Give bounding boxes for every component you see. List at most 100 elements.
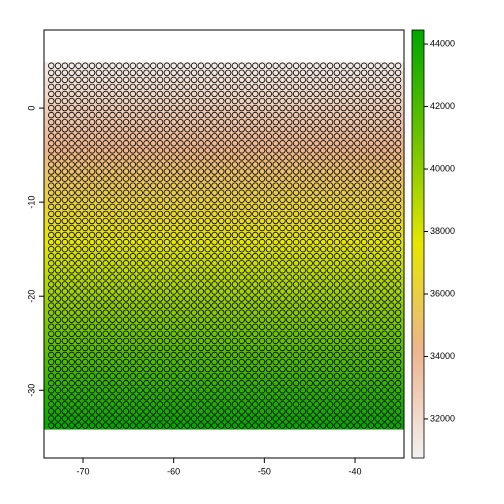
colorbar-strip	[412, 206, 424, 208]
point	[340, 288, 347, 295]
point	[136, 140, 143, 147]
point	[388, 323, 395, 330]
colorbar-strip	[412, 49, 424, 51]
colorbar-strip	[412, 456, 424, 458]
point	[88, 147, 96, 154]
point	[292, 394, 300, 401]
point	[163, 316, 171, 323]
point	[197, 394, 205, 401]
point	[252, 267, 259, 274]
point	[129, 309, 137, 316]
colorbar-strip	[412, 87, 424, 89]
colorbar-strip	[412, 55, 424, 57]
point	[150, 133, 157, 140]
colorbar-strip	[412, 366, 424, 368]
point	[197, 62, 205, 69]
point	[374, 309, 381, 316]
colorbar-strip	[412, 278, 424, 280]
point	[354, 415, 361, 422]
point	[279, 387, 286, 394]
point	[292, 408, 300, 415]
point	[238, 274, 245, 281]
point	[75, 76, 82, 84]
point	[265, 351, 273, 359]
point	[116, 401, 123, 408]
colorbar-strip	[412, 389, 424, 391]
colorbar-strip	[412, 427, 424, 429]
point	[82, 295, 89, 302]
point	[61, 253, 69, 260]
point	[340, 217, 347, 225]
colorbar-strip	[412, 336, 424, 338]
point	[360, 337, 368, 345]
point	[367, 253, 375, 260]
colorbar-strip	[412, 302, 424, 304]
point	[116, 133, 123, 140]
colorbar-strip	[412, 118, 424, 120]
point	[299, 330, 307, 338]
colorbar-strip	[412, 251, 424, 253]
point	[394, 238, 402, 246]
point	[204, 387, 211, 394]
point	[68, 224, 75, 232]
colorbar-strip	[412, 108, 424, 110]
point	[177, 245, 184, 253]
point	[299, 69, 307, 76]
point	[136, 154, 143, 161]
colorbar-strip	[412, 289, 424, 291]
point	[177, 189, 184, 196]
point	[204, 182, 211, 189]
colorbar-strip	[412, 365, 424, 367]
point	[272, 274, 279, 281]
point	[95, 231, 103, 239]
point	[129, 210, 137, 218]
point	[258, 365, 266, 373]
point	[190, 245, 198, 253]
colorbar-strip	[412, 103, 424, 105]
colorbar-strip	[412, 203, 424, 205]
point	[313, 365, 320, 373]
colorbar-strip	[412, 78, 424, 80]
colorbar-strip	[412, 159, 424, 161]
colorbar-strip	[412, 109, 424, 111]
point	[299, 175, 307, 182]
point	[136, 401, 143, 408]
point	[394, 267, 402, 274]
point	[326, 344, 334, 352]
point	[136, 288, 143, 295]
point	[129, 387, 137, 394]
point	[347, 309, 354, 316]
point	[265, 118, 273, 126]
point	[374, 365, 381, 373]
colorbar-strip	[412, 224, 424, 226]
point	[95, 203, 103, 211]
point	[388, 203, 395, 211]
point	[184, 111, 191, 119]
point	[136, 161, 143, 168]
point	[394, 140, 402, 147]
point	[367, 415, 375, 422]
colorbar-strip	[412, 139, 424, 141]
point	[340, 62, 347, 69]
point	[381, 358, 388, 366]
point	[245, 295, 252, 302]
colorbar-strip	[412, 322, 424, 324]
point	[360, 118, 368, 126]
point	[231, 203, 239, 211]
point	[231, 147, 239, 154]
point	[231, 97, 239, 105]
colorbar-strip	[412, 36, 424, 38]
point	[313, 83, 320, 91]
point	[306, 69, 313, 76]
point	[109, 415, 116, 422]
point	[333, 422, 341, 429]
colorbar-strip	[412, 121, 424, 123]
point	[116, 337, 123, 345]
point	[374, 267, 381, 274]
point	[347, 274, 354, 281]
point	[340, 365, 347, 373]
point	[122, 387, 130, 394]
point	[150, 408, 157, 415]
point	[102, 288, 109, 295]
point	[299, 210, 307, 218]
